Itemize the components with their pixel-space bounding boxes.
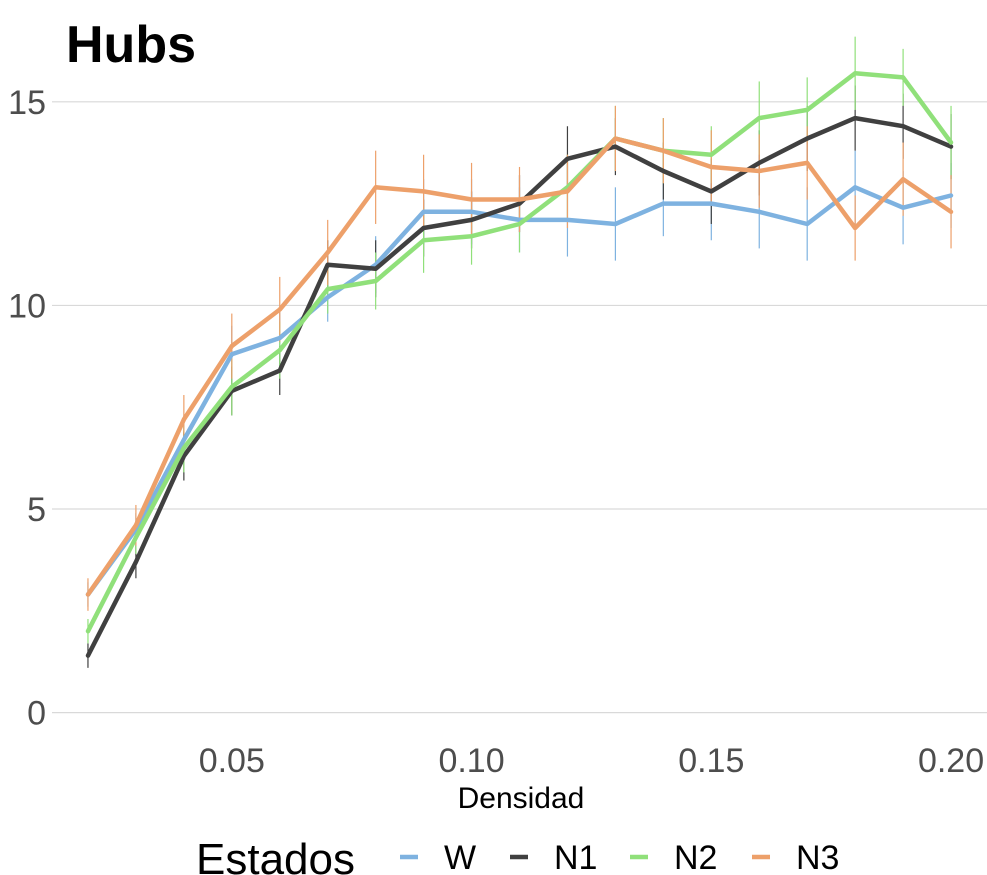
x-axis-label: Densidad	[458, 782, 585, 815]
y-axis-ticks: 0 5 10 15	[8, 84, 46, 733]
grid-lines	[52, 101, 987, 714]
x-tick-label: 0.10	[438, 742, 504, 780]
x-tick-label: 0.05	[199, 742, 265, 780]
series-line-n2	[85, 71, 954, 634]
y-tick-label: 10	[8, 287, 46, 325]
legend-label-n3: N3	[796, 839, 839, 875]
chart-title: Hubs	[66, 16, 196, 74]
series-line-n1	[85, 115, 954, 658]
x-axis-ticks: 0.05 0.10 0.15 0.20	[199, 742, 984, 780]
x-tick-label: 0.20	[918, 742, 984, 780]
legend: Estados W N1 N2 N3	[196, 835, 839, 875]
legend-label-w: W	[444, 839, 476, 875]
y-tick-label: 15	[8, 84, 46, 122]
series-line-w	[85, 185, 954, 597]
legend-title: Estados	[196, 835, 355, 875]
x-tick-label: 0.15	[678, 742, 744, 780]
series-lines	[85, 71, 954, 658]
legend-label-n1: N1	[554, 839, 597, 875]
y-tick-label: 5	[27, 491, 46, 529]
y-tick-label: 0	[27, 695, 46, 733]
series-line-n3	[85, 136, 954, 597]
legend-label-n2: N2	[674, 839, 717, 875]
